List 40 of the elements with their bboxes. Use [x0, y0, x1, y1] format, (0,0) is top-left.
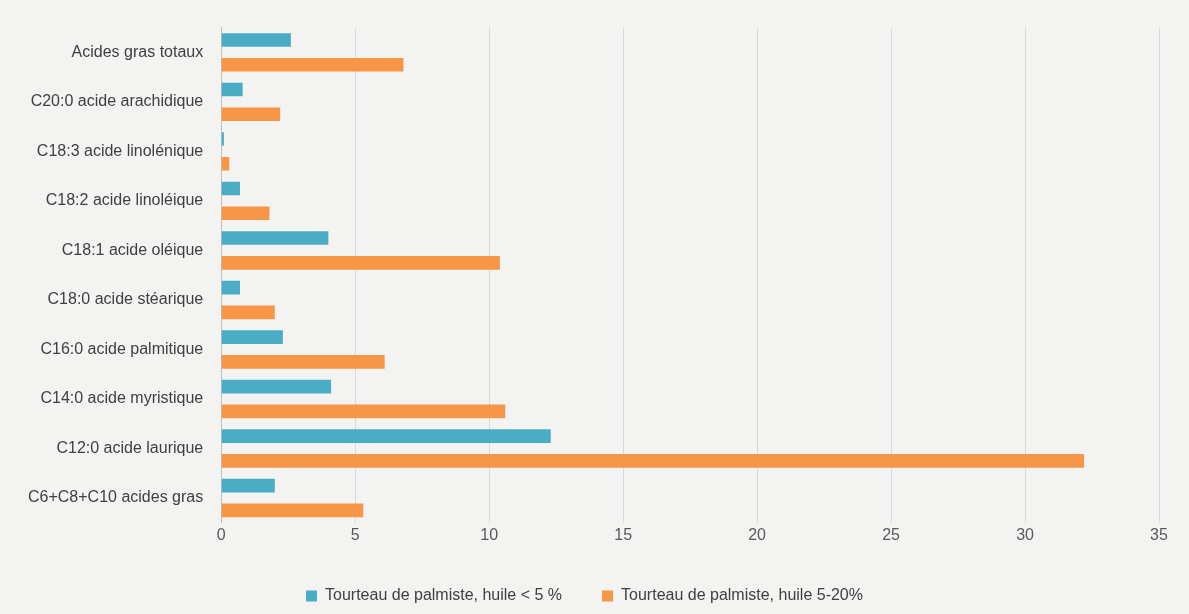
y-tick-label: C18:0 acide stéarique: [47, 290, 204, 308]
bar: [221, 107, 281, 122]
x-tick-label: 15: [614, 525, 633, 543]
bar: [221, 181, 240, 196]
y-tick-label: C18:3 acide linolénique: [36, 141, 204, 159]
bar: [221, 454, 1084, 468]
bar: [221, 305, 275, 320]
bar: [221, 280, 240, 295]
y-tick-label: C12:0 acide laurique: [56, 438, 204, 456]
bar: [221, 132, 224, 146]
bar: [221, 231, 329, 245]
y-tick-label: C6+C8+C10 acides gras: [27, 488, 204, 506]
legend-label: Tourteau de palmiste, huile < 5 %: [325, 586, 563, 604]
x-tick-label: 5: [350, 525, 360, 543]
x-tick-label: 25: [882, 525, 901, 543]
y-tick-label: C16:0 acide palmitique: [40, 339, 204, 357]
y-tick-label: C18:1 acide oléique: [61, 240, 204, 258]
bar: [221, 206, 270, 221]
bar: [221, 429, 551, 443]
legend-label: Tourteau de palmiste, huile 5-20%: [621, 586, 863, 604]
bar: [221, 503, 364, 518]
bar: [221, 330, 283, 344]
x-tick-label: 0: [216, 525, 226, 543]
y-tick-label: C20:0 acide arachidique: [30, 92, 204, 110]
bar: [221, 82, 243, 97]
x-tick-label: 10: [480, 525, 499, 543]
bar: [221, 379, 332, 394]
bar: [221, 57, 404, 72]
bar: [221, 156, 230, 171]
bar: [221, 256, 500, 270]
x-tick-label: 35: [1150, 525, 1168, 543]
y-tick-label: C14:0 acide myristique: [40, 389, 204, 407]
bar: [221, 404, 506, 419]
bar: [221, 33, 291, 47]
y-tick-label: Acides gras totaux: [71, 42, 204, 60]
bar: [221, 478, 275, 493]
y-tick-label: C18:2 acide linoléique: [45, 191, 204, 209]
x-tick-label: 20: [748, 525, 767, 543]
x-tick-label: 30: [1016, 525, 1035, 543]
bar: [221, 355, 385, 369]
